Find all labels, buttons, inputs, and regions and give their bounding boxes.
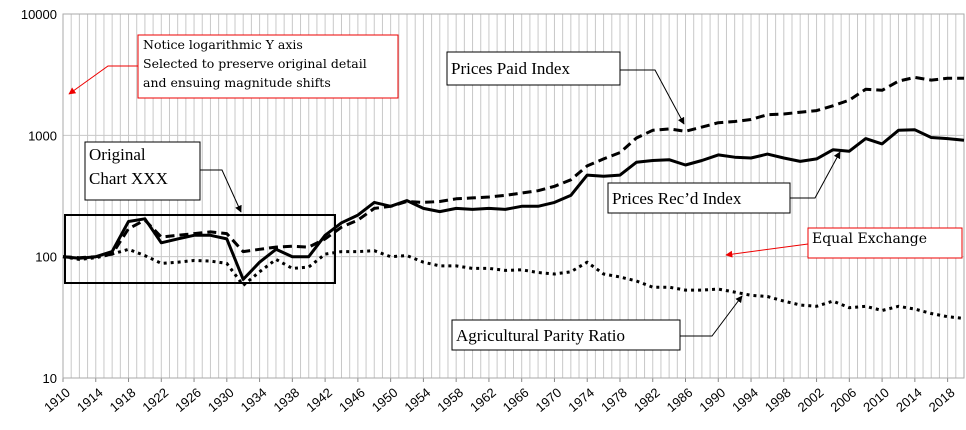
x-tick-label: 1954 bbox=[402, 385, 434, 415]
original-label: Original bbox=[89, 145, 146, 164]
equal-label: Equal Exchange bbox=[812, 231, 927, 247]
parity-arrow bbox=[680, 295, 743, 337]
x-tick-label: 1958 bbox=[434, 385, 466, 415]
x-tick-label: 2006 bbox=[827, 385, 859, 415]
plot-frame bbox=[62, 13, 965, 379]
paid-arrow bbox=[620, 69, 685, 125]
x-tick-label: 2018 bbox=[926, 385, 958, 415]
x-tick-label: 1962 bbox=[467, 385, 499, 415]
y-tick-label: 10000 bbox=[21, 7, 57, 22]
lines bbox=[62, 75, 965, 320]
x-tick-label: 1930 bbox=[205, 385, 237, 415]
series-line bbox=[62, 247, 965, 320]
series-label: Prices Rec’d Index bbox=[612, 189, 742, 208]
log-note-arrow bbox=[68, 65, 138, 95]
parity-box bbox=[451, 319, 681, 351]
original-range-box bbox=[64, 214, 336, 284]
x-tick-label: 1910 bbox=[41, 385, 73, 415]
x-tick-label: 1946 bbox=[336, 385, 368, 415]
annotations: Notice logarithmic Y axis Selected to pr… bbox=[64, 34, 963, 351]
series-label: Agricultural Parity Ratio bbox=[456, 326, 625, 345]
y-tick-label: 10 bbox=[43, 371, 57, 386]
original-label: Chart XXX bbox=[89, 169, 168, 188]
y-tick-label: 1000 bbox=[28, 128, 57, 143]
log-note: Notice logarithmic Y axis bbox=[143, 37, 303, 52]
x-tick-label: 2002 bbox=[795, 385, 827, 415]
x-tick-label: 2014 bbox=[893, 385, 925, 415]
equal-box bbox=[807, 227, 963, 259]
x-tick-label: 2010 bbox=[860, 385, 892, 415]
series-line bbox=[62, 75, 964, 260]
x-tick-label: 1938 bbox=[270, 385, 302, 415]
x-tick-label: 1926 bbox=[172, 385, 204, 415]
log-note: and ensuing magnitude shifts bbox=[143, 75, 331, 90]
recd-arrow bbox=[790, 151, 841, 199]
x-tick-label: 1974 bbox=[565, 385, 597, 415]
x-tick-label: 1922 bbox=[139, 385, 171, 415]
x-tick-label: 1914 bbox=[74, 385, 106, 415]
x-tick-label: 1994 bbox=[729, 385, 761, 415]
x-tick-label: 1998 bbox=[762, 385, 794, 415]
paid-box bbox=[446, 51, 621, 86]
x-tick-label: 1966 bbox=[500, 385, 532, 415]
x-tick-label: 1942 bbox=[303, 385, 335, 415]
x-tick-label: 1934 bbox=[238, 385, 270, 415]
x-tick-label: 1950 bbox=[369, 385, 401, 415]
x-tick-label: 1970 bbox=[533, 385, 565, 415]
y-tick-label: 100 bbox=[35, 250, 57, 265]
log-note: Selected to preserve original detail bbox=[143, 56, 367, 71]
original-box bbox=[84, 141, 201, 201]
series-line bbox=[62, 128, 965, 281]
x-tick-label: 1986 bbox=[664, 385, 696, 415]
original-arrow bbox=[200, 169, 242, 213]
x-tick-label: 1982 bbox=[631, 385, 663, 415]
x-tick-label: 1918 bbox=[107, 385, 139, 415]
x-tick-label: 1990 bbox=[696, 385, 728, 415]
series-label: Prices Paid Index bbox=[451, 59, 570, 78]
equal-arrow bbox=[725, 243, 809, 258]
x-tick-label: 1978 bbox=[598, 385, 630, 415]
